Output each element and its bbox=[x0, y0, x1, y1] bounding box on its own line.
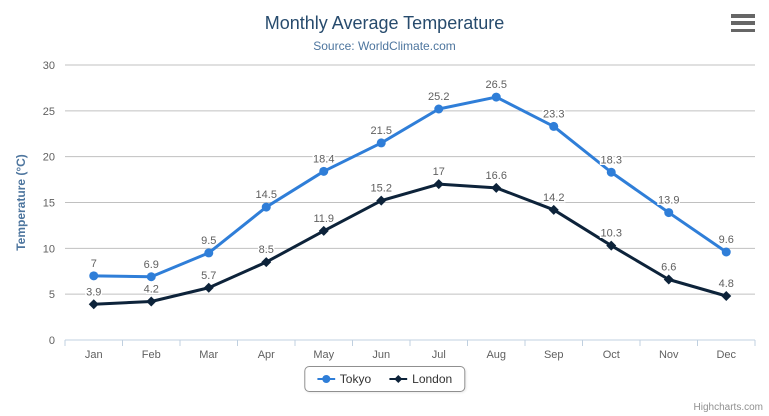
data-label: 14.5 bbox=[256, 189, 277, 201]
marker-london[interactable] bbox=[261, 257, 272, 268]
y-axis-tick-label: 30 bbox=[43, 60, 55, 72]
marker-london[interactable] bbox=[203, 282, 214, 293]
marker-tokyo[interactable] bbox=[319, 166, 329, 176]
legend-label: Tokyo bbox=[339, 372, 372, 386]
x-axis-tick-label: Dec bbox=[716, 349, 736, 361]
data-label: 3.9 bbox=[86, 286, 101, 298]
marker-tokyo[interactable] bbox=[606, 167, 616, 177]
x-axis-tick-label: Jan bbox=[85, 349, 103, 361]
hamburger-menu-icon bbox=[731, 14, 755, 18]
x-axis-tick-label: May bbox=[313, 349, 334, 361]
x-axis-tick-label: Nov bbox=[659, 349, 679, 361]
hamburger-menu-icon bbox=[731, 21, 755, 25]
marker-london[interactable] bbox=[433, 179, 444, 190]
data-label: 6.9 bbox=[144, 259, 159, 271]
export-menu-button[interactable] bbox=[731, 14, 755, 32]
data-label: 10.3 bbox=[601, 228, 622, 240]
marker-tokyo[interactable] bbox=[146, 272, 156, 282]
marker-tokyo[interactable] bbox=[89, 271, 99, 281]
data-label: 16.6 bbox=[486, 170, 507, 182]
y-axis-title: Temperature (°C) bbox=[14, 154, 28, 251]
legend-item-tokyo[interactable]: Tokyo bbox=[316, 372, 372, 386]
y-axis-tick-label: 5 bbox=[49, 289, 55, 301]
marker-tokyo[interactable] bbox=[434, 104, 444, 114]
data-label: 18.4 bbox=[313, 153, 334, 165]
chart-title: Monthly Average Temperature bbox=[264, 13, 505, 33]
y-axis-tick-label: 10 bbox=[43, 243, 55, 255]
data-label: 7 bbox=[91, 258, 97, 270]
x-axis-tick-label: Feb bbox=[142, 349, 161, 361]
data-label: 8.5 bbox=[259, 244, 274, 256]
data-label: 9.5 bbox=[201, 235, 216, 247]
x-axis-tick-label: Jul bbox=[432, 349, 446, 361]
hamburger-menu-icon bbox=[731, 28, 755, 32]
data-label: 26.5 bbox=[486, 79, 507, 91]
data-label: 13.9 bbox=[658, 195, 679, 207]
diamond-marker-icon bbox=[389, 375, 408, 383]
x-axis-tick-label: Oct bbox=[603, 349, 620, 361]
x-axis-tick-label: Sep bbox=[544, 349, 564, 361]
data-label: 11.9 bbox=[313, 213, 334, 225]
x-axis-tick-label: Mar bbox=[199, 349, 218, 361]
x-axis-tick-label: Aug bbox=[486, 349, 506, 361]
marker-tokyo[interactable] bbox=[549, 121, 559, 131]
data-label: 5.7 bbox=[201, 270, 216, 282]
data-label: 4.2 bbox=[144, 284, 159, 296]
marker-tokyo[interactable] bbox=[721, 247, 731, 257]
credits-link[interactable]: Highcharts.com bbox=[693, 402, 763, 413]
data-label: 6.6 bbox=[661, 262, 676, 274]
data-label: 18.3 bbox=[601, 154, 622, 166]
marker-london[interactable] bbox=[721, 291, 732, 301]
legend-label: London bbox=[412, 372, 453, 386]
data-label: 15.2 bbox=[371, 183, 392, 195]
marker-london[interactable] bbox=[663, 274, 674, 285]
marker-tokyo[interactable] bbox=[261, 202, 271, 212]
data-label: 21.5 bbox=[371, 125, 392, 137]
data-label: 17 bbox=[433, 166, 445, 178]
series-line-london[interactable] bbox=[92, 182, 728, 306]
y-axis-tick-label: 20 bbox=[43, 152, 55, 164]
marker-tokyo[interactable] bbox=[376, 138, 386, 148]
marker-london[interactable] bbox=[376, 195, 387, 206]
x-axis-tick-label: Apr bbox=[258, 349, 275, 361]
marker-tokyo[interactable] bbox=[491, 92, 501, 102]
y-axis-tick-label: 0 bbox=[49, 335, 55, 347]
data-label: 4.8 bbox=[719, 278, 734, 290]
marker-london[interactable] bbox=[548, 204, 559, 215]
marker-london[interactable] bbox=[318, 225, 329, 236]
legend-item-london[interactable]: London bbox=[389, 372, 452, 386]
legend: Tokyo London bbox=[303, 366, 466, 392]
data-label: 9.6 bbox=[719, 234, 734, 246]
marker-london[interactable] bbox=[491, 182, 502, 193]
marker-london[interactable] bbox=[146, 296, 157, 307]
marker-london[interactable] bbox=[606, 240, 617, 251]
data-label: 23.3 bbox=[543, 108, 564, 120]
marker-tokyo[interactable] bbox=[664, 208, 674, 218]
y-axis-tick-label: 15 bbox=[43, 198, 55, 210]
data-label: 25.2 bbox=[428, 91, 449, 103]
y-axis-tick-label: 25 bbox=[43, 106, 55, 118]
circle-marker-icon bbox=[316, 375, 335, 383]
series-line-tokyo[interactable] bbox=[92, 95, 728, 279]
chart-subtitle: Source: WorldClimate.com bbox=[313, 39, 456, 53]
marker-london[interactable] bbox=[88, 299, 99, 310]
data-label: 14.2 bbox=[543, 192, 564, 204]
marker-tokyo[interactable] bbox=[204, 248, 214, 258]
x-axis-tick-label: Jun bbox=[372, 349, 390, 361]
